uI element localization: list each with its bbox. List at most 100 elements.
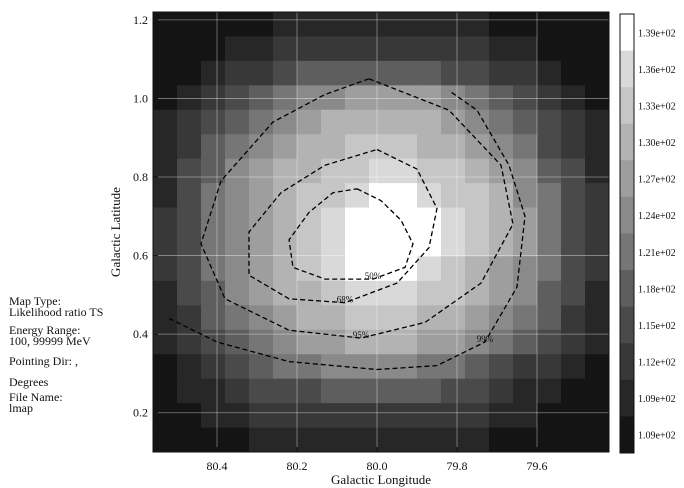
x-tick-label: 80.0 [367,459,388,473]
x-tick-label: 80.2 [287,459,308,473]
heatmap-cell [153,305,178,331]
heatmap-cell [537,329,562,355]
heatmap-cell [513,36,538,62]
heatmap-cell [513,354,538,380]
contour-label: 50% [365,271,382,281]
heatmap-cell [201,207,226,233]
heatmap-cell [177,329,202,355]
heatmap-cell [561,427,586,453]
heatmap-cell [417,12,442,37]
heatmap-cell [441,36,466,62]
heatmap-cell [489,134,514,160]
heatmap-cell [465,60,490,86]
heatmap-cell [345,256,370,282]
heatmap-cell [441,403,466,428]
heatmap-cell [297,183,322,208]
colorbar-label: 1.36e+02 [638,65,676,76]
colorbar-swatch [620,50,634,88]
degrees-label: Degrees [9,375,49,389]
heatmap-cell [153,427,178,453]
y-axis-ticks: 0.2 0.4 0.6 0.8 1.0 1.2 [133,13,158,420]
heatmap-cell [225,158,250,184]
heatmap-cell [489,232,514,257]
heatmap-cell [201,60,226,86]
y-tick-label: 1.0 [133,91,148,105]
heatmap-cell [465,85,490,111]
heatmap-cell [177,232,202,257]
heatmap-cell [177,378,202,404]
heatmap-cell [297,134,322,160]
heatmap-cell [585,280,610,306]
heatmap-cell [225,207,250,233]
heatmap-cell [585,158,610,184]
heatmap-cell [273,256,298,282]
heatmap-cell [537,183,562,208]
heatmap-cell [225,427,250,453]
colorbar-swatch [620,87,634,125]
heatmap-cell [321,134,346,160]
heatmap-cell [513,305,538,331]
heatmap-cell [297,378,322,404]
heatmap-cell [585,12,610,37]
colorbar-label: 1.15e+02 [638,321,676,332]
heatmap-cell [177,354,202,380]
heatmap-cell [297,280,322,306]
heatmap-cell [417,378,442,404]
heatmap-cell [441,305,466,331]
heatmap-cell [441,427,466,453]
heatmap-cell [201,134,226,160]
heatmap-cell [465,403,490,428]
heatmap-cell [273,158,298,184]
heatmap-cell [585,378,610,404]
heatmap-cell [321,403,346,428]
colorbar-label: 1.24e+02 [638,211,676,222]
heatmap-cell [465,134,490,160]
heatmap-cell [417,329,442,355]
heatmap-cell [537,60,562,86]
colorbar-label: 1.30e+02 [638,138,676,149]
heatmap-cell [249,354,274,380]
heatmap-cell [537,378,562,404]
heatmap-cell [321,183,346,208]
heatmap-cell [417,427,442,453]
heatmap-cell [297,305,322,331]
heatmap-cell [177,134,202,160]
heatmap-cell [177,427,202,453]
y-tick-label: 0.8 [133,170,148,184]
heatmap-cell [177,403,202,428]
heatmap-cell [201,256,226,282]
colorbar-swatch [620,306,634,344]
heatmap-cell [537,158,562,184]
heatmap-cell [465,354,490,380]
heatmap-cell [201,109,226,135]
heatmap-cell [393,60,418,86]
heatmap-cell [249,329,274,355]
heatmap-cell [561,232,586,257]
colorbar: 1.39e+02 1.36e+02 1.33e+02 1.30e+02 1.27e+02… [619,13,676,454]
heatmap-cell [201,378,226,404]
heatmap-cell [489,256,514,282]
contour-line [288,188,414,280]
x-axis-label: Galactic Longitude [331,472,431,487]
heatmap-cell [201,85,226,111]
heatmap-cell [177,109,202,135]
colorbar-label: 1.09e+02 [638,394,676,405]
heatmap-cell [345,378,370,404]
heatmap-cell [249,60,274,86]
heatmap-cell [465,427,490,453]
heatmap-cell [249,109,274,135]
heatmap-cell [249,378,274,404]
heatmap-cell [561,305,586,331]
heatmap-cell [585,60,610,86]
heatmap-cell [297,60,322,86]
heatmap-cell [321,305,346,331]
gridlines [153,12,609,452]
heatmap-cell [489,305,514,331]
heatmap-cell [345,60,370,86]
heatmap-cell [369,427,394,453]
heatmap-cell [225,232,250,257]
heatmap-cell [321,427,346,453]
heatmap-cell [393,109,418,135]
heatmap-cell [321,12,346,37]
heatmap-cell [489,354,514,380]
